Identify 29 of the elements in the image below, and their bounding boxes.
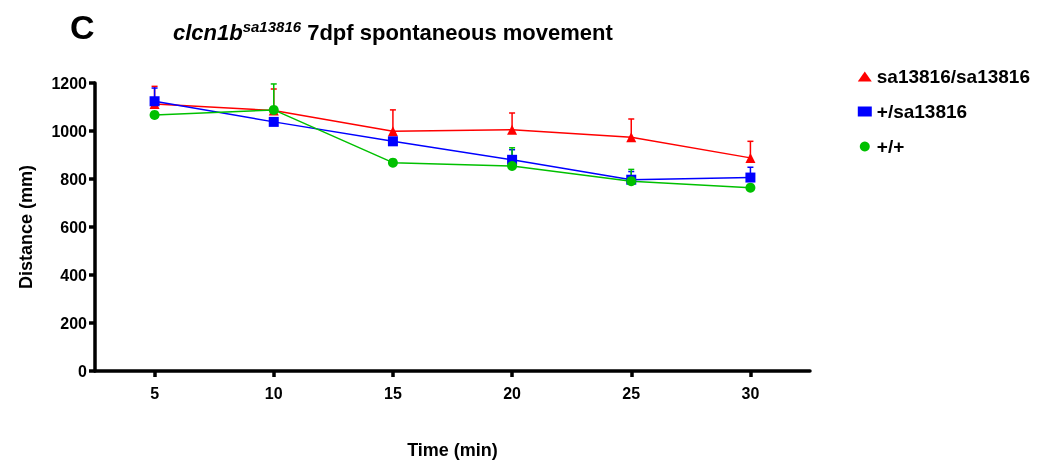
x-tick-label: 10: [264, 384, 283, 402]
x-tick-label: 5: [150, 384, 160, 402]
x-tick-label: 20: [503, 384, 522, 402]
y-tick-label: 600: [60, 218, 88, 236]
point: [387, 126, 398, 137]
y-axis-title: Distance (mm): [16, 164, 36, 290]
legend-label: +/+: [876, 136, 905, 157]
point: [507, 161, 518, 172]
point: [745, 172, 756, 183]
point: [387, 157, 398, 168]
y-tick-label: 400: [60, 266, 88, 284]
x-tick-label: 15: [384, 384, 402, 402]
point: [268, 116, 279, 127]
x-axis-title: Time (min): [407, 440, 498, 460]
y-tick-label: 0: [78, 362, 88, 380]
legend-label: +/sa13816: [876, 101, 968, 122]
y-tick-label: 800: [60, 170, 88, 188]
text: C: [70, 8, 95, 46]
point: [149, 109, 160, 120]
point: [507, 124, 518, 135]
point: [745, 182, 756, 193]
x-tick-label: 30: [741, 384, 760, 402]
y-tick-label: 200: [60, 314, 88, 332]
point: [626, 132, 637, 143]
x-tick-label: 25: [622, 384, 641, 402]
legend-label: sa13816/sa13816: [876, 66, 1030, 87]
y-tick-label: 1000: [51, 122, 88, 140]
point: [387, 136, 398, 147]
y-tick-label: 1200: [51, 74, 88, 92]
